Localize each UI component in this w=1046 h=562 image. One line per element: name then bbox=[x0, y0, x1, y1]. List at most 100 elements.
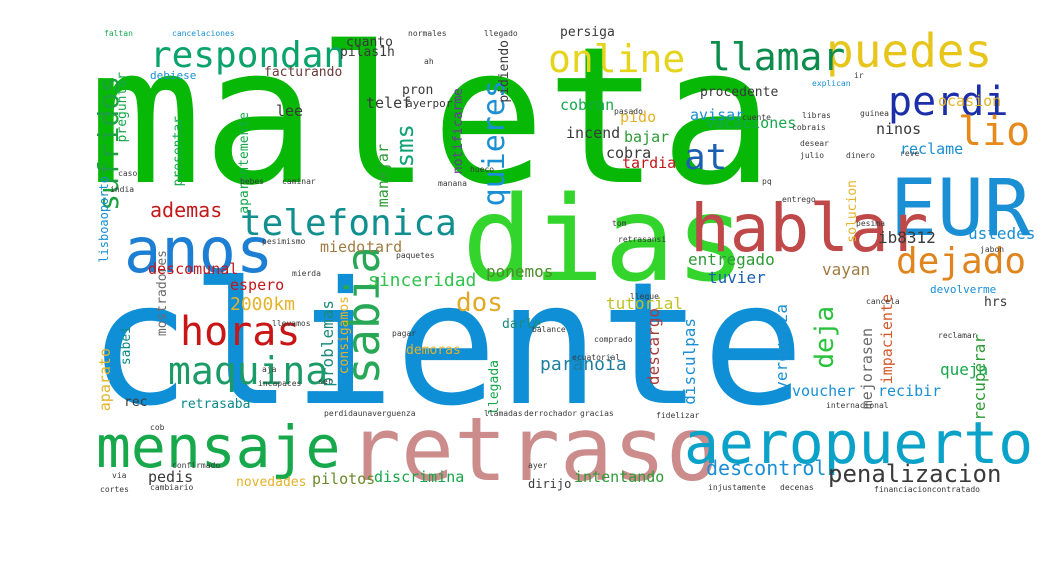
word-tard: tard bbox=[366, 238, 403, 256]
word-guinea: guinea bbox=[860, 109, 889, 118]
word-maleta: maleta bbox=[88, 6, 775, 227]
word-lisboaoporto: lisboaoporto bbox=[97, 176, 111, 263]
word-dejado: dejado bbox=[896, 241, 1027, 282]
word-desear: desear bbox=[800, 139, 829, 148]
word-puedes: puedes bbox=[826, 24, 993, 78]
word-ayer: ayer bbox=[528, 461, 548, 470]
word-incend: incend bbox=[566, 124, 621, 142]
word-procedente: procedente bbox=[700, 85, 779, 100]
word-sabei: sabei bbox=[119, 326, 134, 366]
word-tom: tom bbox=[612, 219, 627, 228]
word-dias: dias bbox=[462, 170, 747, 308]
word-entregado: entregado bbox=[688, 250, 775, 269]
word-deja: deja bbox=[810, 306, 840, 369]
word-lee: lee bbox=[276, 102, 304, 120]
word-paranoia: paranoia bbox=[540, 354, 627, 375]
word-voucher: voucher bbox=[792, 382, 856, 400]
word-darle: darle bbox=[502, 317, 542, 332]
word-aja: aja bbox=[262, 365, 277, 374]
word-cuente: cuente bbox=[742, 113, 771, 122]
word-pesima: pesima bbox=[856, 219, 885, 228]
word-reclame: reclame bbox=[900, 140, 964, 158]
word-avisar: avisar bbox=[690, 106, 745, 124]
word-faltan: faltan bbox=[104, 29, 133, 38]
word-mensaje: mensaje bbox=[96, 413, 341, 481]
word-pron: pron bbox=[402, 83, 434, 98]
word-tutorial: tutorial bbox=[606, 294, 684, 313]
word-mejorasen: mejorasen bbox=[858, 328, 876, 410]
word-reve: reve bbox=[900, 149, 920, 158]
word-ponemos: ponemos bbox=[486, 262, 554, 281]
word-descontrol: descontrol bbox=[706, 456, 827, 480]
word-llamar: llamar bbox=[708, 35, 846, 79]
word-perdidaunaverguenza: perdidaunaverguenza bbox=[324, 409, 416, 418]
word-balance: balance bbox=[532, 325, 566, 334]
word-retraso: retraso bbox=[348, 398, 719, 501]
word-reclamar: reclamar bbox=[938, 331, 977, 340]
word-manana: manana bbox=[438, 179, 467, 188]
word-discrimina: discrimina bbox=[374, 468, 465, 486]
word-ninos: ninos bbox=[876, 120, 922, 138]
word-comprado: comprado bbox=[594, 335, 633, 344]
word-queja: queja bbox=[940, 360, 989, 379]
word-pq: pq bbox=[762, 177, 772, 186]
word-pido: pido bbox=[620, 108, 657, 126]
word-explican: explican bbox=[812, 79, 851, 88]
word-pidiendo: pidiendo bbox=[497, 40, 512, 103]
word-jabon: jabon bbox=[980, 245, 1005, 254]
word-gracias: gracias bbox=[580, 409, 614, 418]
word-preguntar: preguntar bbox=[115, 72, 130, 143]
word-2000km: 2000km bbox=[230, 294, 296, 315]
word-ah: ah bbox=[424, 57, 434, 66]
word-novedades: novedades bbox=[236, 475, 307, 490]
word-respondan: respondan bbox=[150, 35, 346, 76]
word-telefonica: telefonica bbox=[240, 203, 457, 244]
word-maquina: maquina bbox=[168, 349, 329, 393]
word-decenas: decenas bbox=[780, 483, 814, 492]
word-cancelaciones: cancelaciones bbox=[172, 29, 235, 38]
word-ademas: ademas bbox=[150, 198, 223, 222]
word-hrs: hrs bbox=[984, 295, 1008, 310]
word-penalizacion: penalizacion bbox=[828, 460, 1002, 488]
word-cancela: cancela bbox=[866, 297, 900, 306]
word-impaciente: impaciente bbox=[878, 294, 896, 385]
word-llevamos: llevamos bbox=[272, 319, 311, 328]
word-cobra: cobra bbox=[606, 144, 652, 162]
word-ser: ser bbox=[318, 377, 333, 386]
word-descargo: descargo bbox=[644, 308, 663, 386]
word-llamadas: llamadas bbox=[484, 409, 523, 418]
word-verguenza: verguenza bbox=[772, 304, 791, 391]
word-cobran: cobran bbox=[560, 96, 615, 114]
word-derrochador: derrochador bbox=[524, 409, 577, 418]
word-perdi: perdi bbox=[888, 79, 1009, 125]
word-telef: telef bbox=[366, 94, 412, 112]
word-rec: rec bbox=[124, 395, 148, 410]
word-vayan: vayan bbox=[822, 260, 871, 279]
word-tuvier: tuvier bbox=[708, 268, 766, 287]
word-aparato: aparato bbox=[96, 348, 114, 412]
word-retrasaba: retrasaba bbox=[180, 397, 251, 412]
word-aparentemente: aparentemente bbox=[237, 112, 252, 214]
word-retrasansi: retrasansi bbox=[618, 235, 667, 244]
word-ocasion: ocasion bbox=[938, 92, 1002, 110]
word-cobrais: cobrais bbox=[792, 123, 826, 132]
word-hablar: hablar bbox=[690, 190, 929, 267]
word-lio: lio bbox=[958, 109, 1031, 155]
word-dinero: dinero bbox=[846, 151, 875, 160]
word-paquetes: paquetes bbox=[396, 251, 435, 260]
word-devolverme: devolverme bbox=[930, 283, 997, 296]
word-presentar: presentar bbox=[171, 116, 186, 187]
word-bebes: bebes bbox=[240, 177, 265, 186]
word-incapaces: incapaces bbox=[258, 379, 302, 388]
word-demoras: demoras bbox=[406, 343, 461, 358]
word-hueco: hueco bbox=[470, 165, 495, 174]
word-cuanto: cuanto bbox=[346, 35, 393, 50]
word-aeropuerto: aeropuerto bbox=[684, 409, 1034, 477]
word-at: at bbox=[684, 137, 728, 178]
word-pasado: pasado bbox=[614, 107, 643, 116]
word-ustedes: ustedes bbox=[968, 224, 1036, 243]
word-fidelizar: fidelizar bbox=[656, 411, 700, 420]
word-entrego: entrego bbox=[782, 195, 816, 204]
word-pilotos: pilotos bbox=[312, 470, 376, 488]
